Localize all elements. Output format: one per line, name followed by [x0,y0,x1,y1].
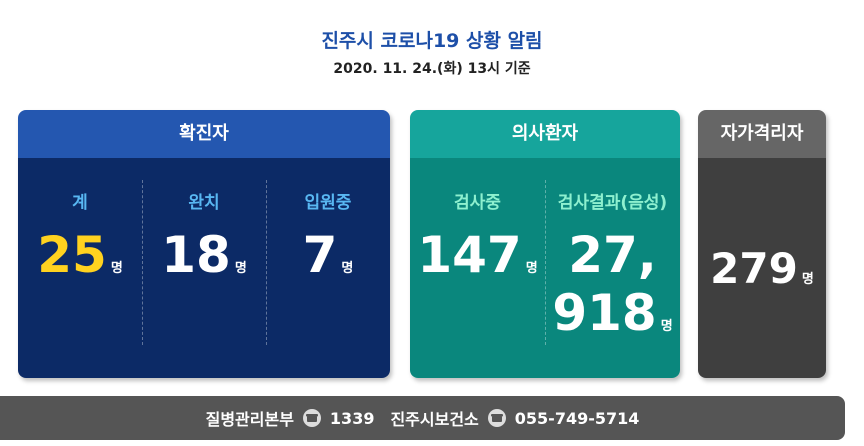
org: 진주시보건소 [390,410,479,429]
title: 진주시 코로나19 상황 알림 [321,30,543,52]
card-body: 279 명 [698,158,826,378]
unit: 명 [110,261,123,276]
card-title: 자가격리자 [698,110,826,158]
stat: 279 명 [698,232,826,378]
unit: 명 [341,261,354,276]
org: 질병관리본부 [205,410,294,429]
unit: 명 [801,272,814,287]
stat-value-box: 25 명 [18,226,142,298]
stat-value-box: 27,918 명 [545,226,680,356]
stat: 계 25 명 [18,188,142,378]
stat-value: 27,918 [552,226,657,342]
stat-label: 입원중 [304,193,352,213]
stat: 검사중 147 명 [410,188,545,378]
subtitle: 2020. 11. 24.(화) 13시 기준 [333,61,531,77]
card-body: 검사중 147 명 검사결과(음성) 27,918 명 [410,158,680,378]
card-body: 계 25 명 완치 18 명 입원중 7 명 [18,158,390,378]
unit: 명 [525,261,538,276]
stat-value-box: 279 명 [698,240,826,309]
stat-label: 검사결과(음성) [557,193,668,213]
phone-icon [302,409,321,427]
stat-value: 18 [161,226,231,284]
stat-label: 계 [72,193,88,213]
stat-value-box: 18 명 [142,226,266,298]
stat-value: 25 [37,226,107,284]
stat-label: 완치 [188,193,220,213]
phone: 055-749-5714 [514,408,640,428]
stat-value: 7 [302,226,338,284]
card-title: 확진자 [18,110,390,158]
phone-icon [487,409,506,427]
stat: 완치 18 명 [142,180,266,378]
stat-value-box: 147 명 [410,226,545,298]
card: 확진자 계 25 명 완치 18 명 입원중 7 명 [18,110,390,378]
stat-value: 279 [710,244,798,293]
stat-label: 검사중 [454,193,501,213]
phone: 1339 [329,408,375,428]
footer: 질병관리본부 1339 진주시보건소 055-749-5714 [0,396,845,440]
stat: 입원중 7 명 [266,180,390,378]
unit: 명 [660,319,673,334]
stat-value: 147 [417,226,522,284]
card-title: 의사환자 [410,110,680,158]
unit: 명 [234,261,247,276]
stat: 검사결과(음성) 27,918 명 [545,180,680,378]
card: 의사환자 검사중 147 명 검사결과(음성) 27,918 명 [410,110,680,378]
card: 자가격리자 279 명 [698,110,826,378]
